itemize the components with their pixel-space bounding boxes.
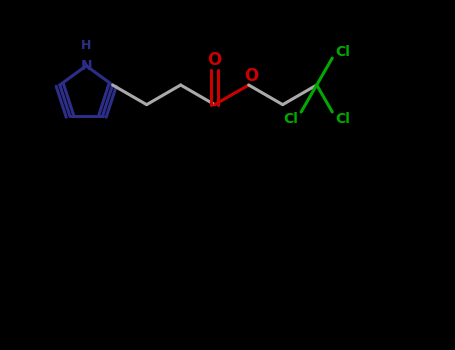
Text: O: O (244, 67, 258, 85)
Text: O: O (207, 51, 222, 69)
Text: Cl: Cl (335, 45, 350, 59)
Text: H: H (81, 39, 91, 52)
Text: Cl: Cl (335, 112, 350, 126)
Text: Cl: Cl (283, 112, 298, 126)
Text: N: N (81, 59, 92, 73)
